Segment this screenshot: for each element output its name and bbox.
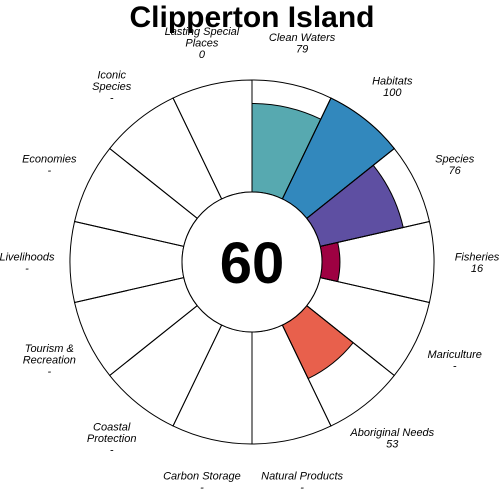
goal-label-livelihoods: Livelihoods- [0,251,55,275]
goal-score-lasting-special-places: 0 [199,49,206,61]
goal-name-fisheries: Fisheries [455,251,500,263]
goal-name-line: Natural Products [261,471,343,483]
petal-fisheries [319,241,341,283]
goal-name-line: Species [435,154,475,166]
goal-name-line: Carbon Storage [163,471,241,483]
goal-name-economies: Economies [22,154,77,166]
goal-name-line: Clean Waters [269,32,336,44]
goal-label-mariculture: Mariculture- [427,349,481,373]
goal-score-iconic-species: - [110,93,114,105]
goal-score-livelihoods: - [25,263,29,275]
goal-label-natural-products: Natural Products- [261,471,343,495]
petal-outline-lasting-special-places [172,79,253,200]
goal-score-mariculture: - [453,360,457,372]
goal-score-aboriginal-needs: 53 [386,439,399,451]
goal-name-line: Iconic [97,70,126,82]
goal-label-economies: Economies- [22,154,77,178]
goal-name-line: Lasting Special [165,26,240,38]
petal-outline-economies [73,147,198,248]
goal-name-line: Tourism & [25,343,74,355]
goal-name-line: Recreation [23,355,76,367]
center-circle [181,191,323,333]
goal-score-coastal-protection: - [110,444,114,456]
goal-name-livelihoods: Livelihoods [0,251,55,263]
goal-name-line: Coastal [93,421,131,433]
goal-name-lasting-special-places: Lasting Special Places [165,26,240,50]
goal-name-coastal-protection: Coastal Protection [87,421,137,445]
petal-fills [251,97,404,380]
goal-name-aboriginal-needs: Aboriginal Needs [349,427,434,439]
goal-name-natural-products: Natural Products [261,471,343,483]
goal-label-tourism-recreation: Tourism & Recreation- [23,343,76,378]
goal-label-carbon-storage: Carbon Storage- [163,471,241,495]
goal-score-natural-products: - [300,482,304,494]
goal-score-carbon-storage: - [200,482,204,494]
goal-name-line: Mariculture [427,349,481,361]
goal-label-iconic-species: Iconic Species- [92,70,132,105]
goal-name-line: Fisheries [455,251,500,263]
goal-name-mariculture: Mariculture [427,349,481,361]
goal-name-tourism-recreation: Tourism & Recreation [23,343,76,367]
overall-score: 60 [220,231,285,296]
goal-name-iconic-species: Iconic Species [92,70,132,94]
goal-name-species: Species [435,154,475,166]
goal-name-line: Places [185,38,219,50]
goal-name-habitats: Habitats [372,75,413,87]
petal-outline-coastal-protection [109,304,223,427]
goal-name-line: Habitats [372,75,413,87]
goal-score-tourism-recreation: - [47,366,51,378]
goal-name-clean-waters: Clean Waters [269,32,336,44]
goal-score-fisheries: 16 [471,263,484,275]
goal-score-clean-waters: 79 [296,43,308,55]
petal-outline-tourism-recreation [73,276,198,377]
goal-name-line: Species [92,81,132,93]
goal-label-coastal-protection: Coastal Protection- [87,421,137,456]
goal-name-line: Aboriginal Needs [349,427,434,439]
goal-name-line: Livelihoods [0,251,55,263]
chart-title: Clipperton Island [129,1,374,34]
goal-score-species: 76 [449,165,462,177]
goal-score-habitats: 100 [383,87,402,99]
petal-outline-iconic-species [109,97,223,220]
goal-score-economies: - [47,165,51,177]
goal-name-carbon-storage: Carbon Storage [163,471,241,483]
goal-name-line: Economies [22,154,77,166]
goal-name-line: Protection [87,433,137,445]
